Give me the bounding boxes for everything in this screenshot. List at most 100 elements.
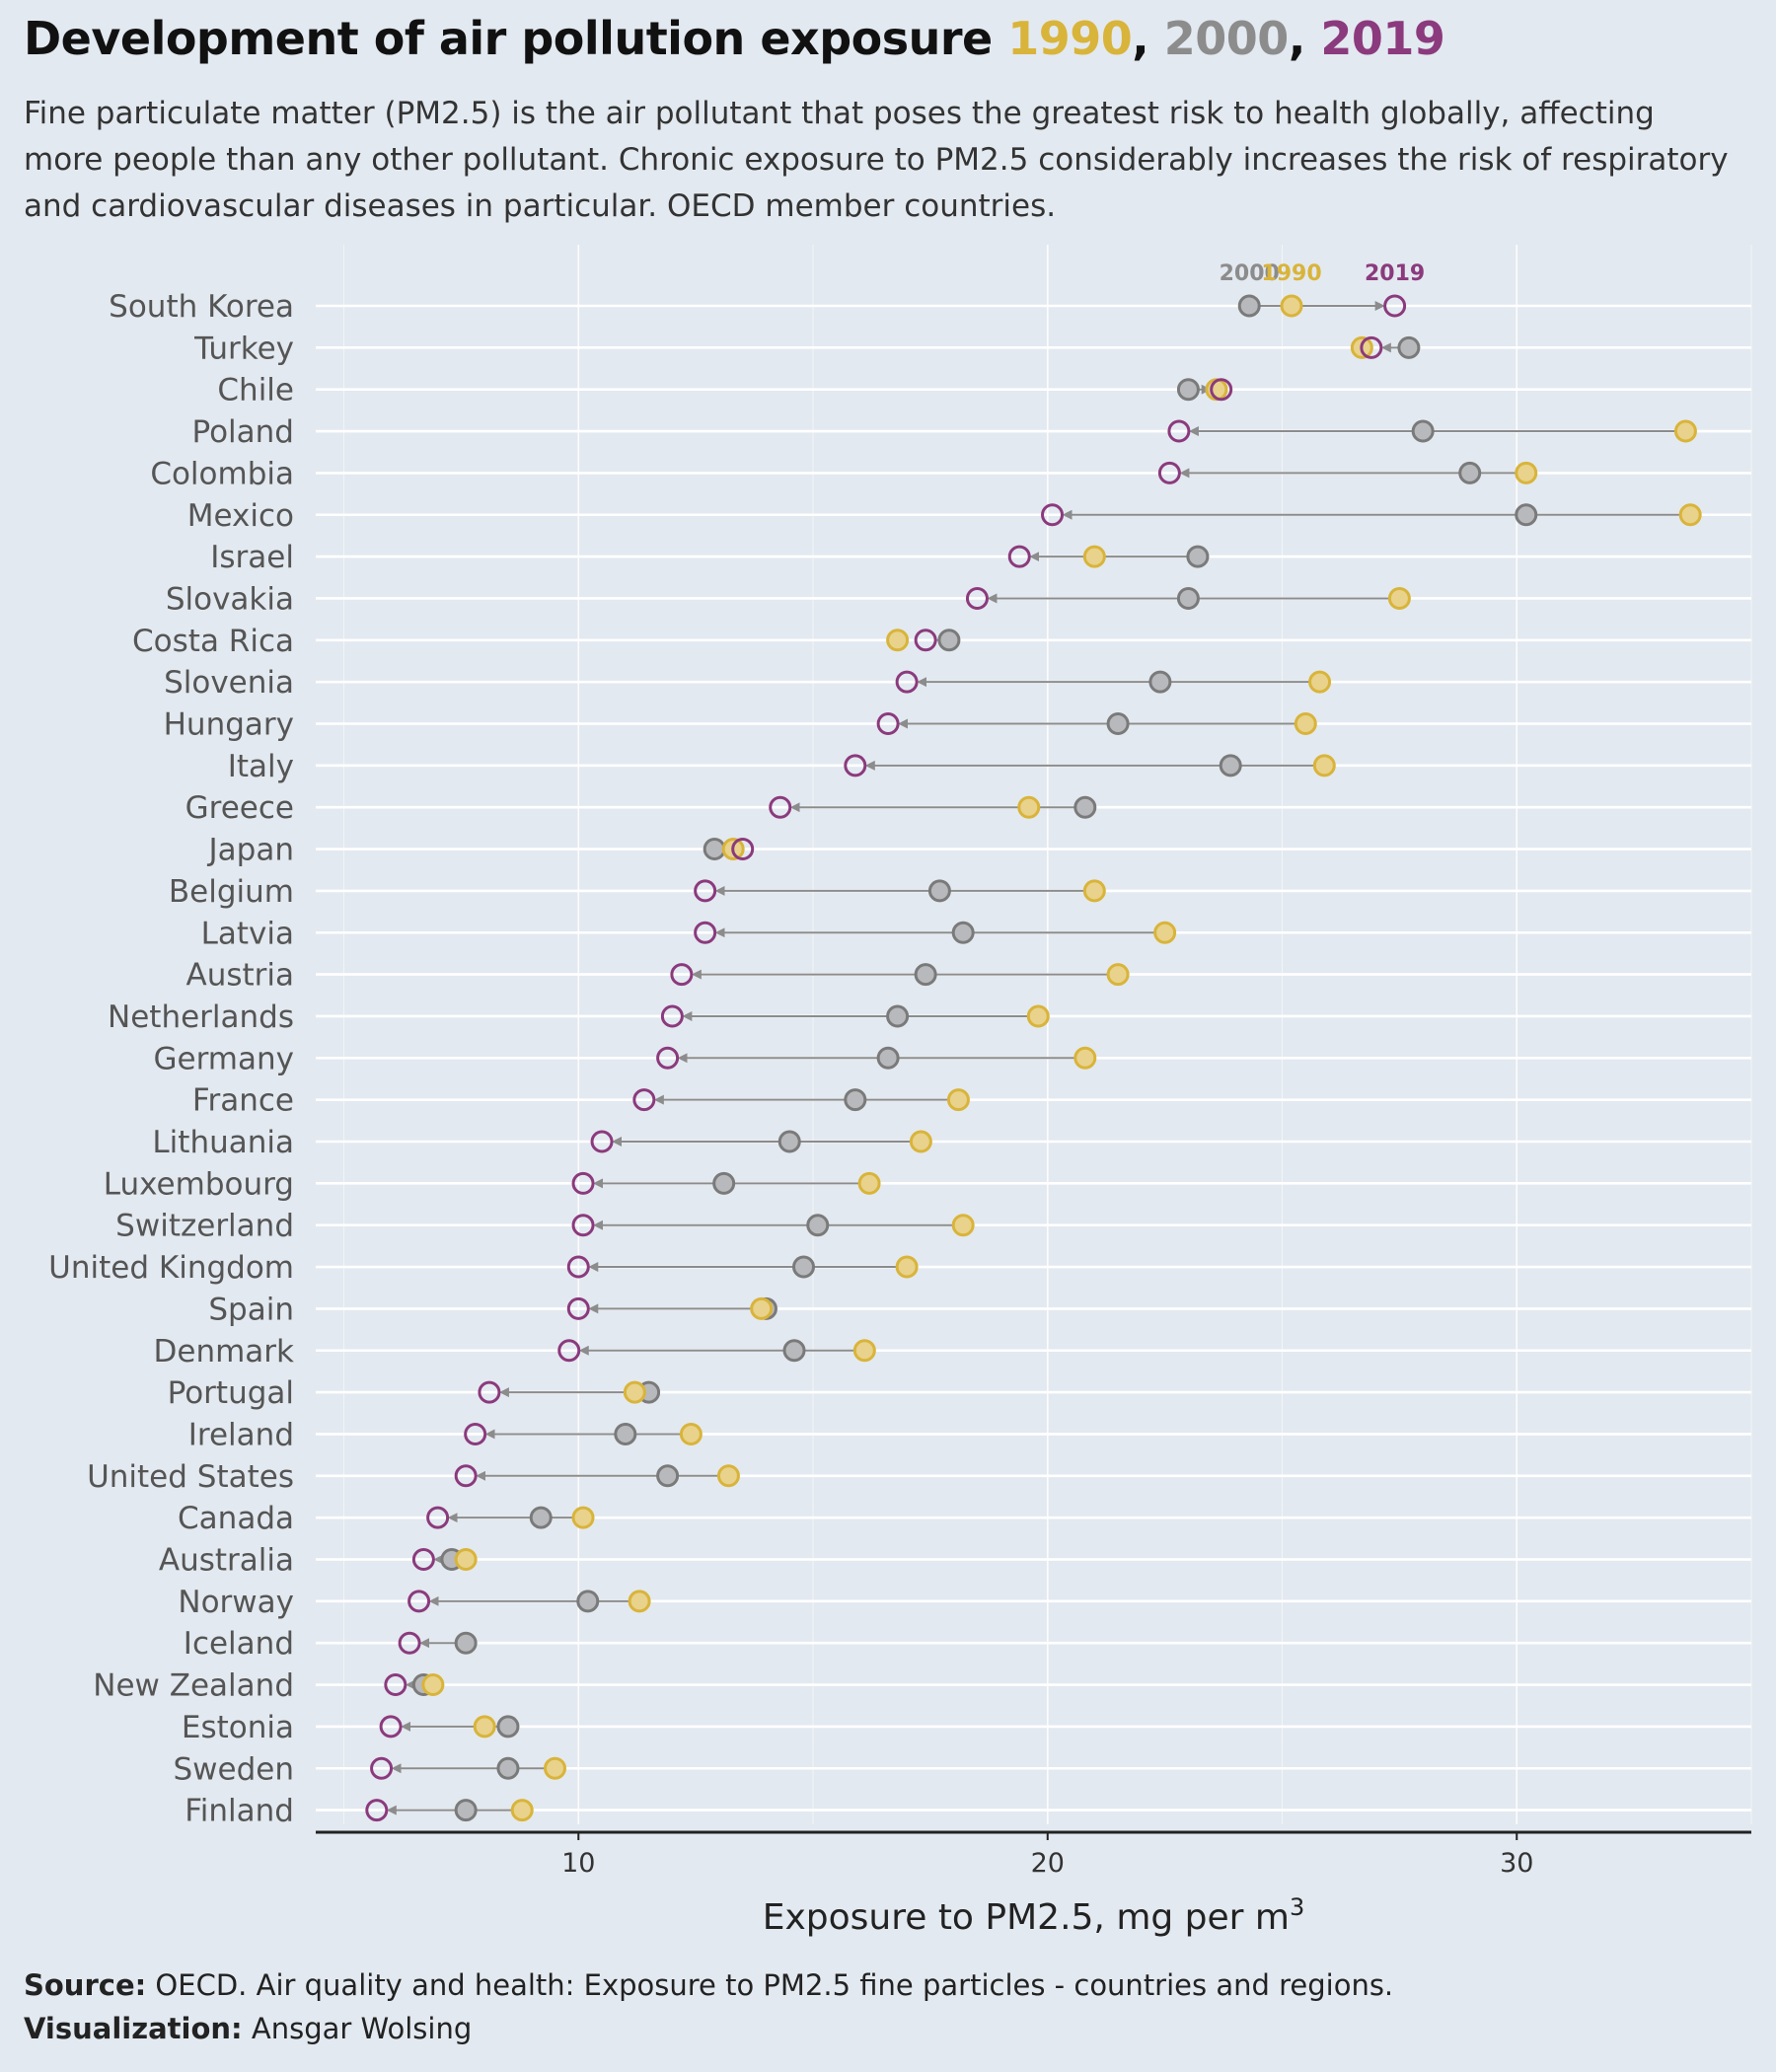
x-tick-label: 30: [1500, 1848, 1533, 1879]
point-2019: [1167, 419, 1191, 443]
point-2000: [614, 1422, 637, 1445]
point-2019: [895, 670, 919, 694]
point-1990: [1153, 921, 1177, 944]
country-label: Colombia: [150, 456, 294, 491]
point-2000: [886, 1004, 910, 1028]
dumbbell-chart: South Korea Turkey Chile Poland Colombia Mexi…: [48, 245, 1752, 1938]
title-year-2019: 2019: [1320, 12, 1445, 65]
point-1990: [571, 1506, 595, 1529]
grid-lines: [343, 245, 1752, 1824]
point-1990: [716, 1464, 740, 1488]
point-2000: [712, 1171, 736, 1195]
country-label: Mexico: [187, 498, 294, 534]
point-2000: [806, 1214, 830, 1237]
point-1990: [473, 1715, 496, 1739]
point-2019: [384, 1673, 407, 1697]
point-2019: [566, 1296, 590, 1320]
point-2019: [478, 1380, 501, 1404]
point-2000: [1219, 754, 1242, 777]
point-1990: [1280, 294, 1303, 318]
point-2019: [1041, 503, 1065, 527]
point-1990: [750, 1296, 774, 1320]
point-2000: [792, 1255, 816, 1279]
country-label: South Korea: [109, 289, 294, 325]
point-2019: [1383, 294, 1407, 318]
point-1990: [628, 1590, 651, 1613]
point-1990: [946, 1088, 970, 1112]
point-2000: [1073, 795, 1097, 819]
point-1990: [1673, 419, 1697, 443]
point-2019: [379, 1715, 403, 1739]
point-2000: [529, 1506, 553, 1529]
point-1990: [623, 1380, 646, 1404]
source-line: Source: OECD. Air quality and health: Ex…: [24, 1963, 1393, 2007]
point-2019: [407, 1590, 431, 1613]
point-2000: [777, 1130, 801, 1153]
point-2019: [454, 1464, 478, 1488]
point-2019: [769, 795, 792, 819]
country-label: Austria: [185, 958, 294, 994]
point-2000: [1176, 586, 1200, 610]
point-1990: [886, 629, 910, 652]
point-2019: [1360, 335, 1383, 359]
point-2019: [1007, 545, 1031, 568]
point-2019: [731, 838, 755, 861]
point-2019: [1210, 378, 1233, 402]
point-2019: [656, 1046, 680, 1070]
x-tick-label: 10: [561, 1848, 595, 1879]
point-2000: [914, 963, 937, 987]
country-label: Portugal: [168, 1375, 294, 1411]
title-year-1990: 1990: [1007, 12, 1133, 65]
point-2019: [365, 1799, 389, 1822]
point-1990: [1515, 461, 1538, 484]
point-1990: [1017, 795, 1041, 819]
visualization-label: Visualization:: [24, 2012, 243, 2045]
point-1990: [1294, 712, 1317, 735]
point-2019: [1157, 461, 1181, 484]
country-label: United States: [87, 1459, 294, 1495]
point-2019: [557, 1339, 581, 1363]
country-label: Costa Rica: [132, 624, 294, 659]
point-1990: [679, 1422, 703, 1445]
point-1990: [1026, 1004, 1050, 1028]
title-sep-2: ,: [1288, 12, 1305, 65]
country-label: Luxembourg: [104, 1166, 294, 1202]
country-label: Canada: [178, 1501, 294, 1536]
country-label: Slovenia: [164, 665, 294, 701]
title-year-2000: 2000: [1163, 12, 1290, 65]
point-1990: [421, 1673, 445, 1697]
country-label: Germany: [154, 1041, 294, 1076]
point-2000: [1458, 461, 1482, 484]
point-1990: [1106, 963, 1130, 987]
point-1990: [857, 1171, 881, 1195]
point-1990: [544, 1756, 566, 1780]
point-2000: [454, 1631, 478, 1655]
x-axis: 10 20 30 Exposure to PM2.5, mg per m3: [316, 1830, 1751, 1938]
point-2000: [951, 921, 975, 944]
country-label: Turkey: [193, 331, 294, 366]
point-2019: [426, 1506, 450, 1529]
point-2019: [464, 1422, 487, 1445]
country-label: Finland: [185, 1794, 294, 1829]
country-label: Italy: [228, 749, 294, 784]
point-2000: [782, 1339, 806, 1363]
country-label: Netherlands: [108, 999, 294, 1035]
chart-subtitle: Fine particulate matter (PM2.5) is the a…: [24, 96, 1729, 224]
point-1990: [1082, 879, 1106, 903]
country-label: Slovakia: [166, 581, 294, 617]
country-label: Chile: [217, 373, 294, 408]
point-1990: [1312, 754, 1336, 777]
point-2000: [1397, 335, 1421, 359]
point-2019: [566, 1255, 590, 1279]
country-label: Iceland: [184, 1626, 294, 1662]
country-label: Spain: [208, 1292, 294, 1327]
point-2000: [844, 1088, 867, 1112]
country-label: Lithuania: [152, 1125, 294, 1160]
point-2019: [571, 1214, 595, 1237]
point-2000: [1106, 712, 1130, 735]
point-2000: [703, 838, 726, 861]
point-2000: [1148, 670, 1172, 694]
country-label: United Kingdom: [48, 1250, 294, 1286]
point-2019: [670, 963, 694, 987]
point-1990: [895, 1255, 919, 1279]
